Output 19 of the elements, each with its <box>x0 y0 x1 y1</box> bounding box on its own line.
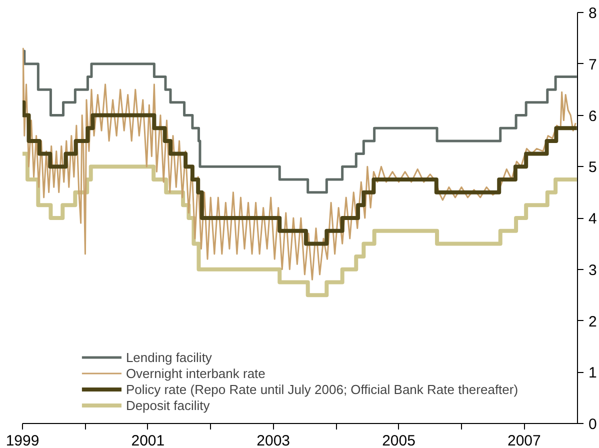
y-tick-label: 0 <box>588 416 597 433</box>
y-tick-label: 3 <box>588 262 597 279</box>
legend-label: Lending facility <box>126 349 212 365</box>
line-series <box>22 48 576 280</box>
x-tick-label: 2007 <box>508 432 541 448</box>
legend-label: Overnight interbank rate <box>126 365 266 381</box>
y-tick-label: 4 <box>588 210 597 228</box>
x-tick-label: 1999 <box>6 432 40 448</box>
legend-label: Policy rate (Repo Rate until July 2006; Official Bank Rate thereafter) <box>126 381 518 397</box>
legend-label: Deposit facility <box>126 397 210 413</box>
y-tick-label: 2 <box>588 313 597 330</box>
y-tick-label: 1 <box>588 364 597 382</box>
y-tick-label: 6 <box>588 108 597 125</box>
x-tick-label: 2005 <box>382 432 416 448</box>
y-tick-label: 8 <box>588 5 597 22</box>
y-tick-label: 5 <box>588 159 597 176</box>
y-tick-label: 7 <box>588 56 597 74</box>
x-tick-label: 2001 <box>131 432 165 448</box>
x-tick-label: 2003 <box>256 432 290 448</box>
